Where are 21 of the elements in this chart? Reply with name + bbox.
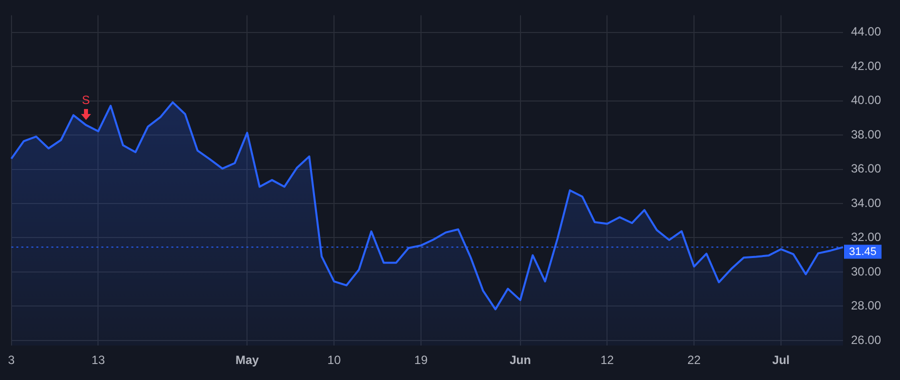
x-tick-label: 19 [414, 353, 428, 368]
y-tick-label: 44.00 [851, 24, 882, 39]
y-tick-label: 28.00 [851, 298, 882, 313]
y-tick-label: 38.00 [851, 127, 882, 142]
x-tick-label: 3 [8, 353, 15, 368]
x-tick-label: May [236, 353, 260, 368]
ref-line-label: 31.45 [849, 246, 877, 258]
x-tick-label: Jun [510, 353, 531, 368]
annotation: S [82, 93, 90, 108]
x-tick-label: 12 [600, 353, 614, 368]
y-tick-label: 40.00 [851, 93, 882, 108]
y-tick-label: 36.00 [851, 162, 882, 176]
y-tick-label: 42.00 [851, 58, 882, 73]
x-tick-label: 22 [687, 353, 702, 368]
x-tick-label: 13 [92, 353, 106, 368]
y-tick-label: 32.00 [851, 230, 882, 244]
x-tick-label: 10 [327, 353, 342, 368]
y-tick-label: 34.00 [851, 196, 882, 210]
y-tick-label: 26.00 [851, 332, 882, 347]
y-tick-label: 30.00 [851, 264, 882, 278]
x-tick-label: Jul [772, 353, 790, 368]
